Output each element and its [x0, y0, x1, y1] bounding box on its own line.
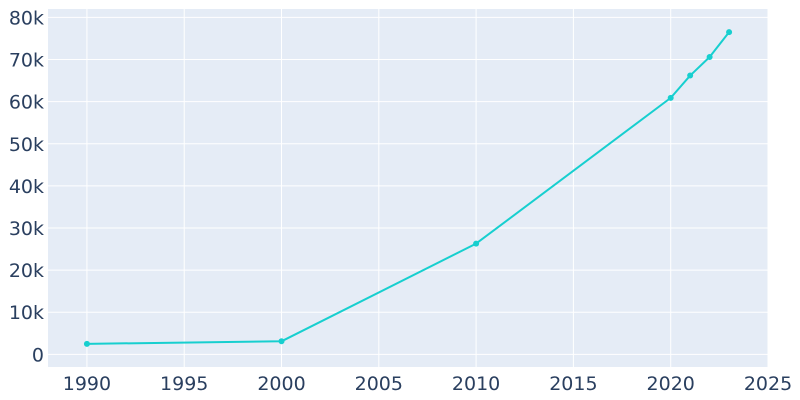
- y-tick-label: 20k: [9, 260, 44, 282]
- data-point[interactable]: [667, 94, 674, 101]
- y-tick-label: 10k: [9, 302, 44, 324]
- data-point[interactable]: [473, 240, 480, 247]
- y-tick-label: 60k: [9, 92, 44, 114]
- data-point[interactable]: [278, 338, 285, 345]
- x-tick-labels: 1990 1995 2000 2005 2010 2015 2020 2025: [63, 373, 792, 395]
- x-tick-label: 2000: [257, 373, 305, 395]
- x-tick-label: 2010: [452, 373, 500, 395]
- x-tick-label: 2020: [647, 373, 695, 395]
- x-tick-label: 2025: [744, 373, 792, 395]
- x-gridlines: [86, 9, 769, 367]
- data-point[interactable]: [706, 54, 713, 61]
- y-tick-label: 40k: [9, 176, 44, 198]
- data-point[interactable]: [726, 29, 733, 36]
- x-tick-label: 2015: [549, 373, 597, 395]
- data-point[interactable]: [687, 72, 694, 79]
- y-tick-label: 0: [32, 344, 44, 366]
- y-tick-labels: 0 10k 20k 30k 40k 50k 60k 70k 80k: [9, 7, 44, 366]
- y-tick-label: 50k: [9, 134, 44, 156]
- x-tick-label: 2005: [355, 373, 403, 395]
- y-tick-label: 30k: [9, 218, 44, 240]
- y-tick-label: 70k: [9, 50, 44, 72]
- y-tick-label: 80k: [9, 7, 44, 29]
- plot-area: [48, 9, 768, 367]
- x-tick-label: 1990: [63, 373, 111, 395]
- series-group: [83, 29, 733, 347]
- x-tick-label: 1995: [160, 373, 208, 395]
- y-gridlines: [48, 16, 768, 355]
- data-point[interactable]: [83, 340, 90, 347]
